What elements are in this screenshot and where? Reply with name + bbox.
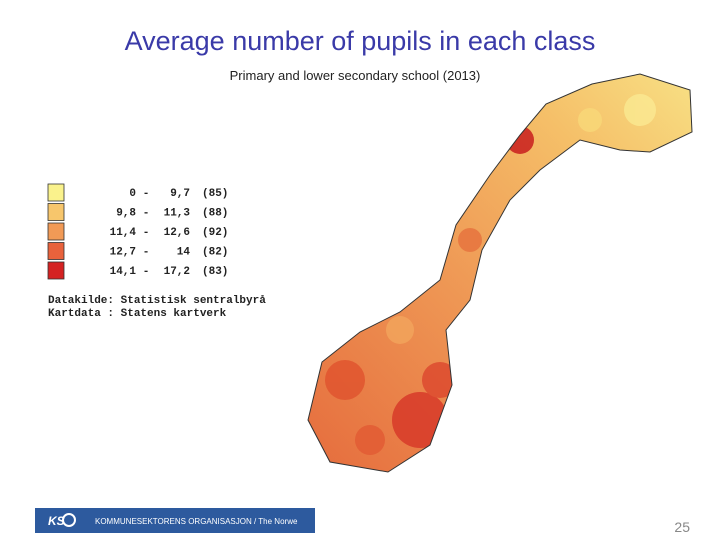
range-dash: - [143,266,150,278]
range-count: (92) [202,227,228,239]
range-count: (83) [202,266,228,278]
source: Kartdata : Statens kartverk [48,308,227,320]
map [307,73,693,473]
legend-swatch [47,222,65,241]
subtitle: Primary and lower secondary school (2013… [230,68,481,83]
source: Datakilde: Statistisk sentralbyrå [48,295,266,307]
range-to: 9,7 [170,188,190,200]
range-to: 11,3 [164,208,191,220]
title: Average number of pupils in each class [125,26,596,56]
range-dash: - [143,227,150,239]
range-from: 0 [129,188,136,200]
organisation: KOMMUNESEKTORENS ORGANISASJON / The Norw… [95,517,298,526]
page-number: 25 [674,519,690,535]
range-dash: - [143,247,150,259]
legend-swatch [47,261,65,280]
legend-swatch [47,183,65,202]
footer: KS KOMMUNESEKTORENS ORGANISASJON / The N… [35,508,690,535]
range-from: 9,8 [116,208,136,220]
logo: KS [48,514,65,528]
range-count: (88) [202,208,228,220]
legend-swatch [47,242,65,260]
range-dash: - [143,188,150,200]
range-dash: - [143,208,150,220]
legend-swatch [47,203,65,221]
legend: 0-9,7 (85)9,8-11,3 (88)11,4-12,6 (92)12,7-1… [47,183,266,320]
range-to: 12,6 [164,227,190,239]
range-count: (82) [202,247,228,259]
range-from: 14,1 [110,266,137,278]
range-from: 12,7 [110,247,136,259]
range-from: 11,4 [110,227,137,239]
range-to: 17,2 [164,266,190,278]
range-count: (85) [202,188,228,200]
range-to: 14 [177,247,191,259]
